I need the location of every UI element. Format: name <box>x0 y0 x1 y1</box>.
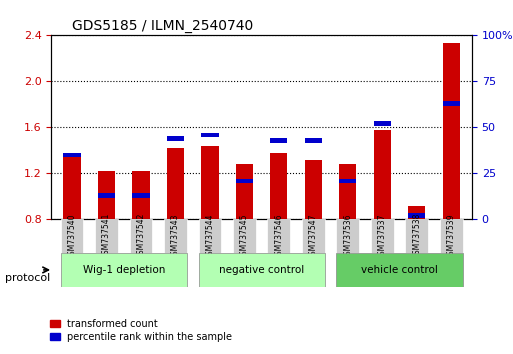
FancyBboxPatch shape <box>130 219 152 253</box>
Text: Wig-1 depletion: Wig-1 depletion <box>83 265 165 275</box>
Text: protocol: protocol <box>5 273 50 283</box>
Legend: transformed count, percentile rank within the sample: transformed count, percentile rank withi… <box>46 315 236 346</box>
Text: GSM737547: GSM737547 <box>309 213 318 259</box>
Bar <box>339 178 357 183</box>
Bar <box>167 136 184 141</box>
Text: GDS5185 / ILMN_2540740: GDS5185 / ILMN_2540740 <box>72 19 253 33</box>
Bar <box>64 154 81 219</box>
Bar <box>98 171 115 219</box>
Bar <box>98 193 115 198</box>
FancyBboxPatch shape <box>371 219 393 253</box>
Bar <box>201 132 219 137</box>
Bar <box>339 164 357 219</box>
Bar <box>373 121 391 126</box>
FancyBboxPatch shape <box>405 219 428 253</box>
Text: GSM737543: GSM737543 <box>171 213 180 259</box>
Bar <box>443 101 460 106</box>
FancyBboxPatch shape <box>302 219 325 253</box>
Text: GSM737546: GSM737546 <box>274 213 283 259</box>
FancyBboxPatch shape <box>164 219 187 253</box>
Text: GSM737541: GSM737541 <box>102 213 111 259</box>
Text: GSM737536: GSM737536 <box>343 213 352 259</box>
Bar <box>373 130 391 219</box>
FancyBboxPatch shape <box>61 219 84 253</box>
FancyBboxPatch shape <box>95 219 118 253</box>
Bar <box>270 138 287 143</box>
Bar <box>443 44 460 219</box>
Text: negative control: negative control <box>219 265 304 275</box>
Bar <box>132 193 150 198</box>
Bar <box>270 153 287 219</box>
Text: GSM737537: GSM737537 <box>378 213 387 259</box>
Bar <box>305 138 322 143</box>
FancyBboxPatch shape <box>233 219 256 253</box>
Bar <box>167 148 184 219</box>
Bar <box>132 171 150 219</box>
Text: GSM737544: GSM737544 <box>205 213 214 259</box>
Bar <box>236 164 253 219</box>
Text: GSM737539: GSM737539 <box>447 213 456 259</box>
Text: GSM737538: GSM737538 <box>412 213 421 259</box>
FancyBboxPatch shape <box>337 253 463 287</box>
Bar <box>201 146 219 219</box>
Bar <box>305 160 322 219</box>
Bar <box>236 178 253 183</box>
Text: GSM737540: GSM737540 <box>68 213 76 259</box>
FancyBboxPatch shape <box>440 219 463 253</box>
Text: GSM737542: GSM737542 <box>136 213 146 259</box>
FancyBboxPatch shape <box>61 253 187 287</box>
Bar <box>64 153 81 157</box>
Bar <box>408 206 425 219</box>
FancyBboxPatch shape <box>199 219 221 253</box>
FancyBboxPatch shape <box>199 253 325 287</box>
FancyBboxPatch shape <box>337 219 359 253</box>
FancyBboxPatch shape <box>267 219 290 253</box>
Bar <box>408 213 425 218</box>
Text: vehicle control: vehicle control <box>361 265 438 275</box>
Text: GSM737545: GSM737545 <box>240 213 249 259</box>
